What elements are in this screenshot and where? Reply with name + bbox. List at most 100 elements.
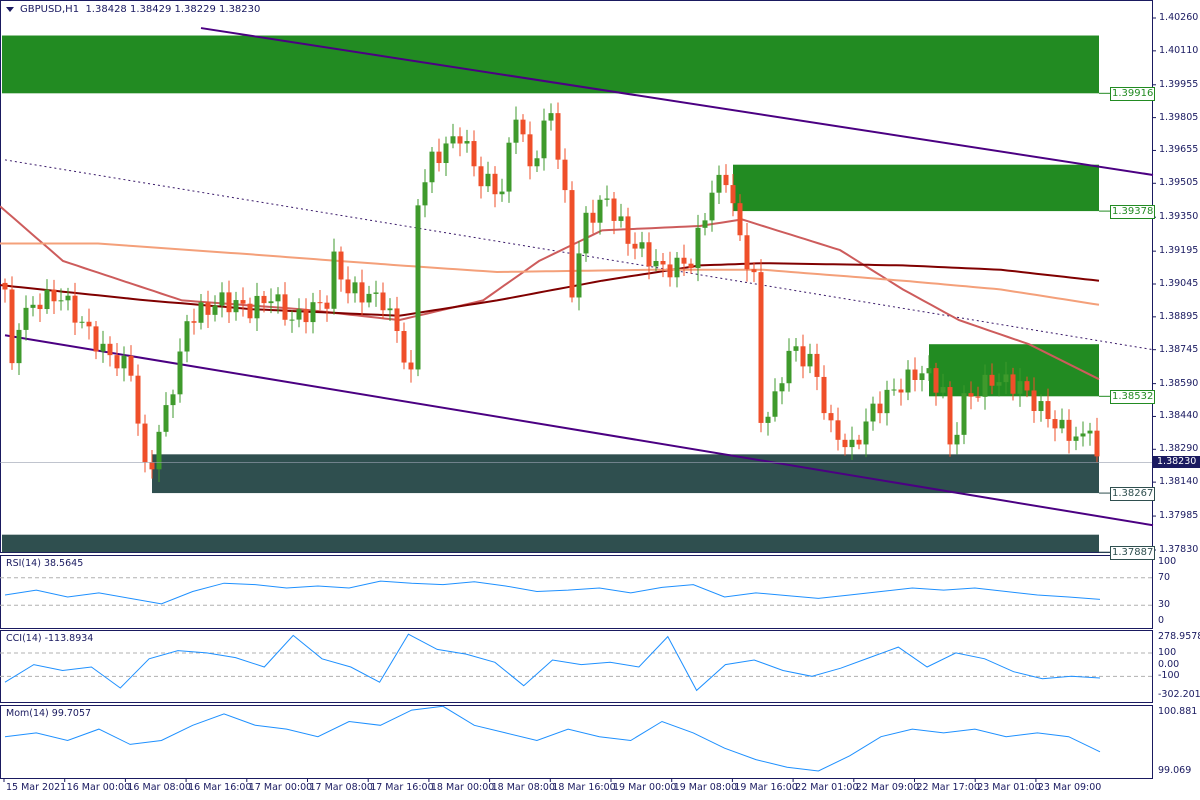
candle-bull: [289, 319, 295, 321]
candle-bull: [919, 373, 925, 380]
main-pane-frame: [0, 0, 1153, 553]
chart-title: GBPUSD,H1 1.38428 1.38429 1.38229 1.3823…: [6, 4, 260, 15]
candle-bear: [401, 331, 407, 363]
candle-bear: [898, 389, 904, 393]
candle-bull: [674, 257, 680, 278]
candle-bull: [1087, 430, 1093, 434]
indicator-tick-label: 0: [1158, 615, 1165, 626]
candle-bull: [499, 191, 505, 195]
candle-bear: [520, 119, 526, 135]
indicator-pane-frame: [0, 555, 1153, 629]
candle-bear: [737, 203, 743, 236]
candle-bull: [618, 216, 624, 221]
candle-bull: [177, 351, 183, 395]
moving-average-slow: [0, 242, 1100, 306]
y-tick-label: 1.40260: [1159, 12, 1199, 23]
zone-price-label: 1.37887: [1110, 546, 1156, 561]
candle-bull: [219, 292, 225, 306]
candle-bull: [296, 309, 302, 320]
rsi-title: RSI(14) 38.5645: [6, 558, 84, 569]
candle-bear: [457, 136, 463, 144]
candle-bear: [128, 355, 134, 376]
candle-bull: [506, 142, 512, 192]
y-tick-label: 1.39955: [1159, 78, 1199, 90]
candle-bear: [611, 198, 617, 221]
candle-bear: [562, 159, 568, 191]
candle-bear: [114, 355, 120, 369]
candle-bull: [1038, 401, 1044, 412]
candle-bull: [485, 173, 491, 187]
candle-bear: [338, 251, 344, 280]
candle-bear: [394, 308, 400, 332]
moving-average-mid: [0, 262, 1100, 317]
candle-bull: [541, 120, 547, 159]
candle-bear: [842, 439, 848, 448]
candle-bear: [191, 321, 197, 323]
x-tick-label: 19 Mar 08:00: [673, 782, 738, 793]
channel-upper-line: [200, 27, 1154, 176]
candle-bull: [1073, 436, 1079, 441]
candle-bull: [184, 321, 190, 352]
candle-bear: [317, 302, 323, 304]
indicator-pane-frame: [0, 630, 1153, 703]
candle-bear: [730, 185, 736, 204]
indicator-tick-label: 30: [1158, 599, 1171, 611]
mom-title: Mom(14) 99.7057: [6, 708, 92, 719]
candle-bear: [37, 304, 43, 310]
candle-bull: [513, 119, 519, 143]
candle-bear: [527, 134, 533, 167]
candle-bull: [387, 308, 393, 311]
zone-price-label: 1.38267: [1110, 487, 1156, 502]
candle-bear: [86, 321, 92, 327]
indicator-pane-frame: [0, 705, 1153, 779]
candle-bull: [275, 294, 281, 302]
candle-bear: [226, 292, 232, 313]
candle-bull: [1059, 419, 1065, 429]
x-tick-label: 17 Mar 00:00: [248, 782, 313, 793]
y-tick-label: 1.39655: [1159, 144, 1199, 156]
x-tick-label: 18 Mar 00:00: [430, 782, 495, 793]
candle-bear: [478, 166, 484, 187]
candle-bull: [597, 199, 603, 223]
candle-bull: [170, 394, 176, 406]
indicator-tick-label: -100: [1158, 670, 1180, 682]
candle-bull: [429, 151, 435, 183]
candle-bull: [30, 304, 36, 308]
indicator-line-3: [4, 705, 1101, 772]
candle-bull: [772, 391, 778, 417]
candle-bull: [450, 136, 456, 144]
candle-bull: [212, 305, 218, 315]
candle-bull: [576, 253, 582, 298]
candle-bull: [366, 293, 372, 303]
candle-bear: [1031, 390, 1037, 412]
candle-bull: [1080, 433, 1086, 437]
candle-bear: [471, 141, 477, 167]
candle-bull: [884, 389, 890, 414]
x-tick-label: 15 Mar 2021: [6, 782, 67, 793]
collapse-triangle-icon[interactable]: [6, 6, 14, 12]
candle-bear: [1024, 381, 1030, 391]
zone-dark: [2, 534, 1099, 553]
zone-price-label: 1.39916: [1110, 87, 1156, 102]
candle-bull: [870, 403, 876, 422]
candle-bull: [996, 382, 1002, 386]
x-tick-label: 16 Mar 00:00: [66, 782, 131, 793]
candle-bull: [464, 141, 470, 144]
candle-bear: [247, 303, 253, 319]
candle-bull: [702, 220, 708, 228]
candle-bull: [1003, 374, 1009, 383]
candle-bear: [877, 403, 883, 414]
candle-bear: [828, 413, 834, 421]
candle-bull: [23, 307, 29, 330]
candle-bear: [660, 260, 666, 265]
indicator-tick-label: 100.881: [1158, 706, 1198, 717]
y-tick-label: 1.38290: [1159, 443, 1199, 455]
indicator-tick-label: 70: [1158, 571, 1171, 583]
y-tick-label: 1.37985: [1159, 510, 1199, 522]
candle-bear: [933, 368, 939, 393]
candle-bear: [723, 174, 729, 186]
candle-bear: [2, 282, 8, 290]
candle-bull: [422, 182, 428, 206]
x-tick-label: 22 Mar 01:00: [795, 782, 859, 793]
